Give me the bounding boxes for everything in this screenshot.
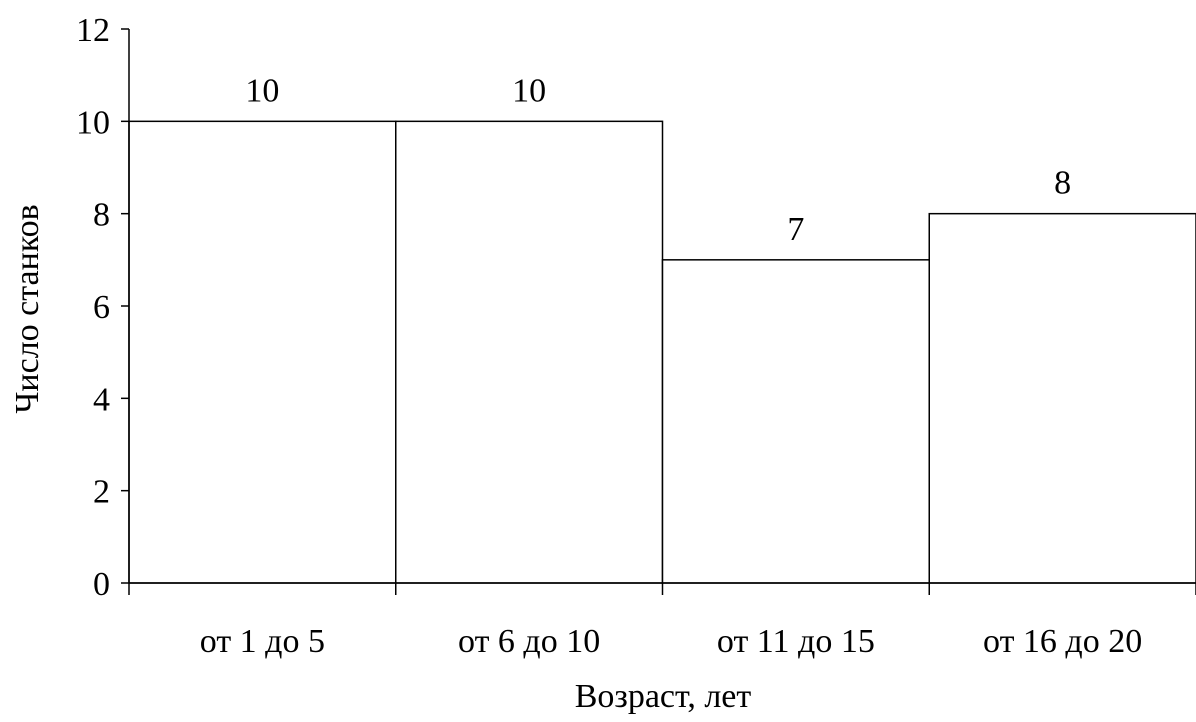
x-tick-label-2: от 6 до 10: [458, 623, 600, 660]
y-tick-label-0: 0: [93, 566, 110, 603]
data-label-3: 7: [787, 211, 804, 248]
y-tick-label-4: 4: [93, 381, 110, 418]
ticks-layer: [121, 28, 1196, 595]
x-axis-title: Возраст, лет: [575, 678, 752, 715]
bar-4: [928, 212, 1196, 584]
labels-layer: 10 10 7 8 0 2 4 6 8 10 12 от 1 до 5 от 6 до 10 от 11 …: [76, 12, 1142, 660]
data-label-1: 10: [245, 72, 279, 109]
data-label-2: 10: [512, 72, 546, 109]
y-tick-label-6: 6: [93, 289, 110, 326]
y-axis-title: Число станков: [9, 204, 46, 413]
y-tick-label-8: 8: [93, 197, 110, 234]
x-tick-label-3: от 11 до 15: [717, 623, 875, 660]
bars-layer: [128, 120, 1196, 584]
y-tick-label-10: 10: [76, 104, 110, 141]
x-tick-label-4: от 16 до 20: [983, 623, 1142, 660]
bar-3: [661, 259, 930, 584]
bar-1: [128, 120, 397, 584]
bar-2: [395, 120, 664, 584]
y-tick-label-12: 12: [76, 12, 110, 49]
data-label-4: 8: [1054, 165, 1071, 202]
y-tick-label-2: 2: [93, 474, 110, 511]
x-tick-label-1: от 1 до 5: [200, 623, 325, 660]
